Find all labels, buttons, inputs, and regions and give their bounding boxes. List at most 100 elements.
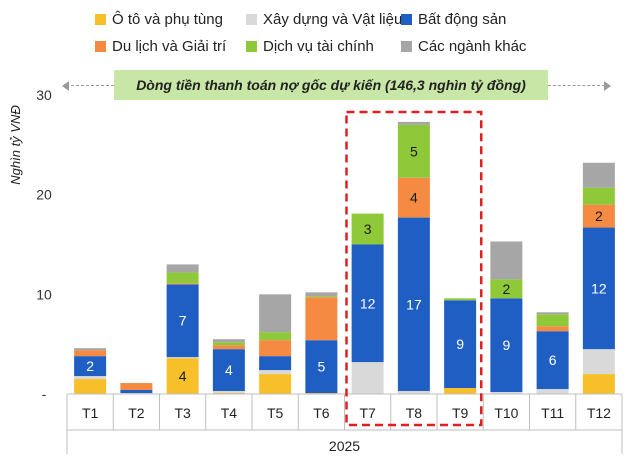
bar-segment: [74, 350, 107, 357]
y-tick-label: 10: [36, 286, 52, 302]
data-label: 2: [595, 208, 603, 224]
x-group-label: 2025: [329, 438, 360, 454]
bar-segment: [490, 392, 523, 394]
bar-segment: [305, 292, 338, 297]
legend-swatch-auto: [95, 14, 106, 25]
bar-segment: [582, 204, 615, 228]
banner-arrow-right-head: [604, 81, 611, 91]
legend-label-finance: Dịch vụ tài chính: [263, 38, 374, 55]
bar-segment: [351, 244, 384, 363]
legend-label-tourism: Du lịch và Giải trí: [112, 38, 227, 55]
bar-segment: [397, 391, 430, 394]
bar-segment: [536, 312, 569, 315]
x-tick-label: T12: [587, 405, 611, 421]
x-tick-label: T4: [221, 405, 238, 421]
x-tick-label: T9: [452, 405, 469, 421]
chart-legend: Ô tô và phụ tùng Xây dựng và Vật liệu Bấ…: [0, 0, 637, 70]
data-label: 9: [502, 337, 510, 353]
bar-segment: [212, 349, 245, 392]
data-label: 5: [410, 143, 418, 159]
legend-label-construction: Xây dựng và Vật liệu: [263, 11, 403, 28]
bar-segment: [166, 272, 199, 284]
banner-total-principal: Dòng tiền thanh toán nợ gốc dự kiến (146…: [114, 70, 548, 100]
data-label: 4: [410, 190, 418, 206]
x-tick-label: T3: [174, 405, 191, 421]
data-label: 4: [179, 368, 187, 384]
bar-segment: [166, 283, 199, 285]
legend-item-realestate: Bất động sản: [401, 11, 506, 28]
legend-label-realestate: Bất động sản: [418, 11, 507, 28]
bar-segment: [305, 297, 338, 341]
data-label: 17: [406, 296, 422, 312]
bar-segment: [536, 331, 569, 390]
bar-segment: [582, 187, 615, 205]
bar-segment: [74, 348, 107, 351]
y-tick-label: -: [42, 386, 47, 402]
bar-segment: [212, 391, 245, 394]
y-tick-label: 30: [36, 87, 52, 103]
data-label: 7: [179, 313, 187, 329]
bar-segment: [397, 121, 430, 125]
x-tick-label: T2: [128, 405, 145, 421]
bar-segment: [351, 213, 384, 245]
data-label: 9: [456, 336, 464, 352]
bar-segment: [305, 340, 338, 394]
x-tick-label: T8: [406, 405, 423, 421]
x-tick-label: T5: [267, 405, 284, 421]
bar-segment: [74, 379, 107, 394]
bar-segment: [259, 370, 292, 375]
bar-segment: [444, 388, 477, 394]
bar-segment: [166, 357, 199, 359]
bar-segment: [166, 284, 199, 358]
y-tick-label: 20: [36, 187, 52, 203]
data-label: 2: [86, 358, 94, 374]
legend-item-construction: Xây dựng và Vật liệu: [246, 11, 402, 28]
bar-segment: [444, 300, 477, 389]
legend-item-tourism: Du lịch và Giải trí: [95, 38, 226, 55]
bar-segment: [259, 340, 292, 357]
bar-segment: [397, 124, 430, 178]
bar-segment: [212, 339, 245, 343]
legend-item-auto: Ô tô và phụ tùng: [95, 11, 223, 28]
data-label: 2: [502, 281, 510, 297]
bar-segment: [259, 374, 292, 394]
banner-arrow-left-line: [66, 85, 114, 86]
bar-segment: [397, 177, 430, 218]
bar-segment: [120, 383, 153, 391]
bar-segment: [490, 298, 523, 393]
bar-segment: [490, 241, 523, 280]
x-tick-label: T7: [359, 405, 376, 421]
bar-segment: [490, 279, 523, 299]
bar-segment: [74, 376, 107, 380]
data-label: 12: [360, 295, 376, 311]
x-tick-label: T1: [82, 405, 99, 421]
bar-segment: [259, 294, 292, 333]
banner-arrow-right-line: [548, 85, 605, 86]
bar-segment: [351, 362, 384, 394]
bar-segment: [166, 358, 199, 394]
bar-segment: [582, 227, 615, 350]
banner-text: Dòng tiền thanh toán nợ gốc dự kiến (146…: [136, 77, 526, 93]
bar-segment: [259, 356, 292, 371]
bar-segment: [212, 345, 245, 350]
bar-segment: [582, 162, 615, 188]
legend-label-other: Các ngành khác: [418, 38, 527, 55]
bar-segment: [536, 389, 569, 394]
bar-segment: [120, 390, 153, 394]
bar-segment: [397, 217, 430, 392]
legend-item-finance: Dịch vụ tài chính: [246, 38, 374, 55]
x-tick-label: T10: [494, 405, 518, 421]
legend-swatch-realestate: [401, 14, 412, 25]
legend-swatch-finance: [246, 41, 257, 52]
banner-arrow-left-head: [62, 81, 69, 91]
y-axis-label: Nghìn tỷ VNĐ: [8, 105, 23, 185]
x-tick-label: T6: [313, 405, 330, 421]
data-label: 4: [225, 362, 233, 378]
bar-segment: [536, 326, 569, 332]
data-label: 6: [549, 352, 557, 368]
legend-swatch-construction: [246, 14, 257, 25]
legend-label-auto: Ô tô và phụ tùng: [112, 11, 223, 28]
legend-item-other: Các ngành khác: [401, 38, 526, 55]
bar-segment: [212, 342, 245, 346]
